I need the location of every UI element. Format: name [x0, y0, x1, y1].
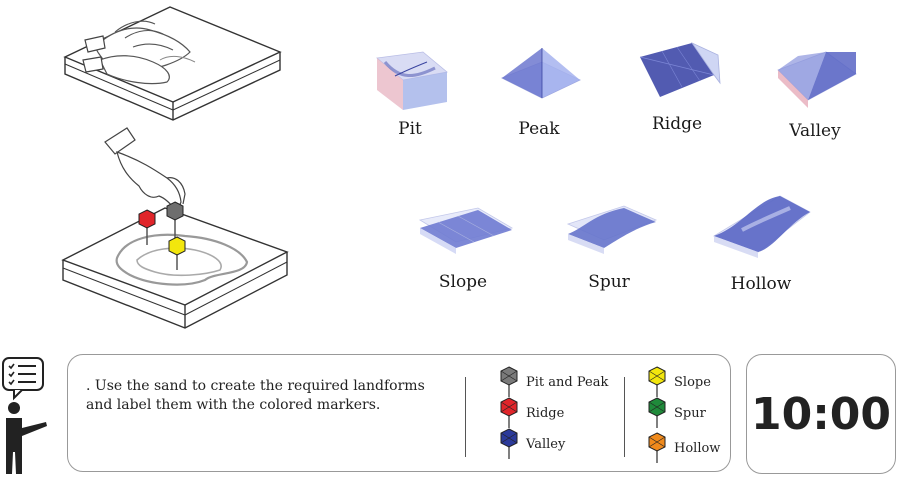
landform-label-pit: Pit [350, 119, 470, 139]
timer-box: 10:00 [746, 354, 896, 474]
spur-surface-icon [554, 198, 664, 268]
legend-item-ridge: Ridge [498, 398, 564, 428]
legend-label-valley: Valley [526, 437, 565, 452]
red-marker-icon [498, 396, 520, 430]
landform-ridge: Ridge [617, 35, 737, 134]
legend-item-valley: Valley [498, 429, 565, 459]
legend-item-pit-and-peak: Pit and Peak [498, 367, 608, 397]
blue-marker-icon [498, 427, 520, 461]
timer-value: 10:00 [751, 389, 891, 440]
gray-marker-icon [498, 365, 520, 399]
legend-label-slope: Slope [674, 375, 711, 390]
landform-label-slope: Slope [403, 272, 523, 292]
slope-surface-icon [408, 198, 518, 268]
green-marker-icon [646, 396, 668, 430]
peak-surface-icon [484, 40, 594, 115]
instruction-text: . Use the sand to create the required la… [86, 377, 446, 415]
landform-hollow: Hollow [701, 186, 821, 294]
hands-shaping-sand-illustration [55, 2, 295, 132]
yellow-marker-icon [646, 365, 668, 399]
legend-label-ridge: Ridge [526, 406, 564, 421]
landform-label-peak: Peak [479, 119, 599, 139]
legend-item-slope: Slope [646, 367, 711, 397]
landform-label-spur: Spur [549, 272, 669, 292]
landform-peak: Peak [479, 40, 599, 139]
legend-label-spur: Spur [674, 406, 706, 421]
legend-item-hollow: Hollow [646, 433, 720, 463]
landform-spur: Spur [549, 198, 669, 292]
valley-surface-icon [760, 42, 870, 117]
instructor-checklist-icon [0, 356, 52, 478]
landform-label-valley: Valley [755, 121, 875, 141]
ridge-surface-icon [622, 35, 732, 110]
legend-label-hollow: Hollow [674, 441, 720, 456]
landform-slope: Slope [403, 198, 523, 292]
pit-surface-icon [355, 40, 465, 115]
hollow-surface-icon [702, 186, 820, 270]
landform-valley: Valley [755, 42, 875, 141]
orange-marker-icon [646, 431, 668, 465]
legend-label-pit-and-peak: Pit and Peak [526, 375, 608, 390]
legend-item-spur: Spur [646, 398, 706, 428]
legend-divider-left [465, 377, 466, 457]
landform-label-ridge: Ridge [617, 114, 737, 134]
landform-label-hollow: Hollow [701, 274, 821, 294]
legend-divider-right [624, 377, 625, 457]
hand-placing-markers-illustration [55, 120, 295, 340]
instruction-panel: . Use the sand to create the required la… [67, 354, 731, 472]
landform-pit: Pit [350, 40, 470, 139]
